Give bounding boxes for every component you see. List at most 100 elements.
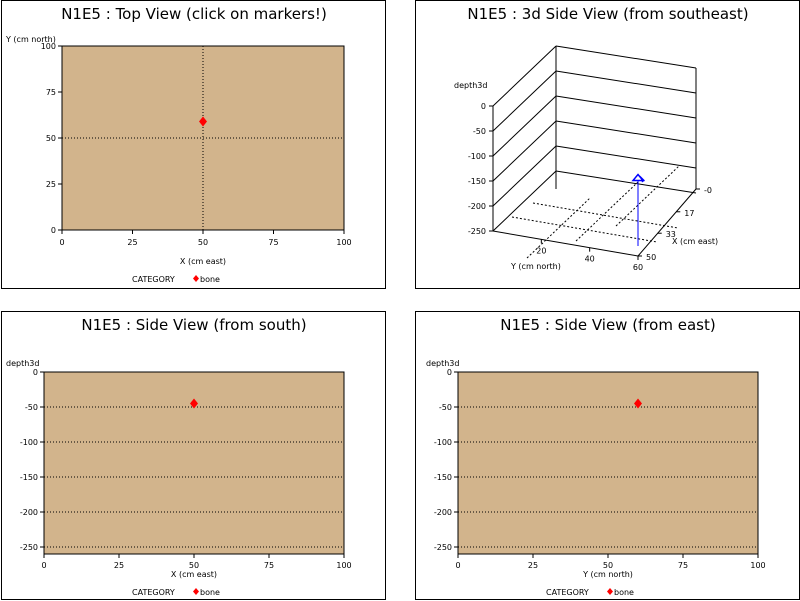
legend-marker-bone (193, 275, 199, 282)
top-view-panel: N1E5 : Top View (click on markers!) Y (c… (1, 0, 386, 289)
legend-entry-bone: bone (614, 588, 634, 597)
z-gridline (492, 70, 557, 132)
x-tick-label: -0 (704, 186, 712, 195)
z-gridline (555, 120, 697, 144)
data-point-bone (634, 398, 642, 409)
y-tick-label: -250 (434, 543, 452, 552)
z-gridline (492, 95, 557, 157)
y-tick-label: 0 (447, 368, 452, 377)
legend-marker-bone (607, 588, 613, 595)
east-view-chart: N1E5 : Side View (from east) depth3d 0 25… (426, 316, 766, 597)
x-tick-label: 0 (41, 561, 46, 570)
z-gridline (492, 120, 557, 182)
y-tick-label: -100 (20, 438, 38, 447)
x-tick-label: 75 (264, 561, 274, 570)
y-tick-label: -100 (434, 438, 452, 447)
east-view-panel: N1E5 : Side View (from east) depth3d 0 25… (415, 311, 800, 600)
x-tick-label: 0 (59, 238, 64, 247)
south-view-chart: N1E5 : Side View (from south) depth3d 0 2… (6, 316, 352, 597)
x-tick-label: 100 (750, 561, 765, 570)
x-tick-label: 50 (603, 561, 613, 570)
y-tick-label: 100 (41, 42, 56, 51)
z-tick-label: -250 (468, 227, 486, 236)
frame-edge (637, 188, 697, 257)
x-tick-label: 25 (114, 561, 124, 570)
chart-title: N1E5 : Top View (click on markers!) (61, 5, 327, 23)
floor-gridline (511, 216, 658, 243)
x-axis-label: X (cm east) (672, 237, 718, 246)
z-tick-label: -100 (468, 152, 486, 161)
z-tick-label: 0 (481, 102, 486, 111)
z-gridline (555, 95, 697, 119)
x-tick-label: 50 (646, 253, 656, 262)
z-gridline (555, 70, 697, 94)
3d-view-panel: N1E5 : 3d Side View (from southeast) dep… (415, 0, 800, 289)
data-point-bone (199, 116, 207, 127)
chart-title: N1E5 : Side View (from east) (500, 316, 715, 334)
legend-title: CATEGORY (132, 588, 175, 597)
z-axis-label: depth3d (454, 81, 487, 90)
x-tick-label: 100 (336, 238, 351, 247)
z-gridline (492, 145, 557, 207)
chart-title: N1E5 : 3d Side View (from southeast) (467, 5, 748, 23)
z-tick-label: -150 (468, 177, 486, 186)
floor-gridline (615, 165, 680, 227)
y-tick-label: 60 (633, 263, 643, 272)
y-tick-label: 0 (33, 368, 38, 377)
south-view-panel: N1E5 : Side View (from south) depth3d 0 2… (1, 311, 386, 600)
floor-gridline (532, 202, 679, 229)
y-tick-label: 20 (536, 246, 546, 255)
x-axis-label: X (cm east) (180, 257, 226, 266)
y-tick-label: 40 (585, 255, 595, 264)
x-tick-label: 25 (528, 561, 538, 570)
legend-title: CATEGORY (132, 275, 175, 284)
data-point-bone (190, 398, 198, 409)
x-tick-label: 17 (684, 209, 694, 218)
y-tick-label: 75 (46, 88, 56, 97)
y-tick-label: -250 (20, 543, 38, 552)
x-axis-label: Y (cm north) (582, 570, 633, 579)
legend-entry-bone: bone (200, 588, 220, 597)
x-tick-label: 100 (336, 561, 351, 570)
y-axis-label: depth3d (6, 359, 39, 368)
y-tick-label: -200 (20, 508, 38, 517)
x-tick-label: 50 (198, 238, 208, 247)
z-gridline (492, 170, 557, 232)
y-tick-label: -200 (434, 508, 452, 517)
x-tick-label: 75 (678, 561, 688, 570)
y-tick-label: -50 (25, 403, 38, 412)
legend-marker-bone (193, 588, 199, 595)
y-tick-label: 25 (46, 180, 56, 189)
plot-area (457, 371, 759, 555)
x-axis-label: X (cm east) (171, 570, 217, 579)
data-point-shade (640, 175, 645, 183)
x-tick-label: 75 (268, 238, 278, 247)
frame-edge (492, 230, 639, 257)
y-tick-label: 0 (51, 226, 56, 235)
y-tick-label: -50 (439, 403, 452, 412)
x-tick-label: 50 (189, 561, 199, 570)
z-gridline (555, 145, 697, 169)
top-view-chart: N1E5 : Top View (click on markers!) Y (c… (5, 5, 352, 284)
frame-edge (492, 45, 557, 107)
legend-entry-bone: bone (200, 275, 220, 284)
y-axis-label: Y (cm north) (510, 262, 561, 271)
data-point-bone (631, 173, 645, 182)
y-tick-label: 50 (46, 134, 56, 143)
x-tick-label: 25 (127, 238, 137, 247)
floor-gridline (575, 180, 640, 242)
floor-gridline (526, 197, 591, 259)
chart-title: N1E5 : Side View (from south) (81, 316, 306, 334)
3d-view-chart: N1E5 : 3d Side View (from southeast) dep… (454, 5, 749, 272)
y-tick-label: -150 (20, 473, 38, 482)
z-gridline (555, 170, 697, 194)
x-tick-label: 33 (666, 230, 676, 239)
y-axis-label: Y (cm north) (5, 35, 56, 44)
frame-edge (555, 45, 697, 69)
legend-title: CATEGORY (546, 588, 589, 597)
y-axis-label: depth3d (426, 359, 459, 368)
z-tick-label: -200 (468, 202, 486, 211)
z-tick-label: -50 (473, 127, 486, 136)
x-tick-label: 0 (455, 561, 460, 570)
y-tick-label: -150 (434, 473, 452, 482)
